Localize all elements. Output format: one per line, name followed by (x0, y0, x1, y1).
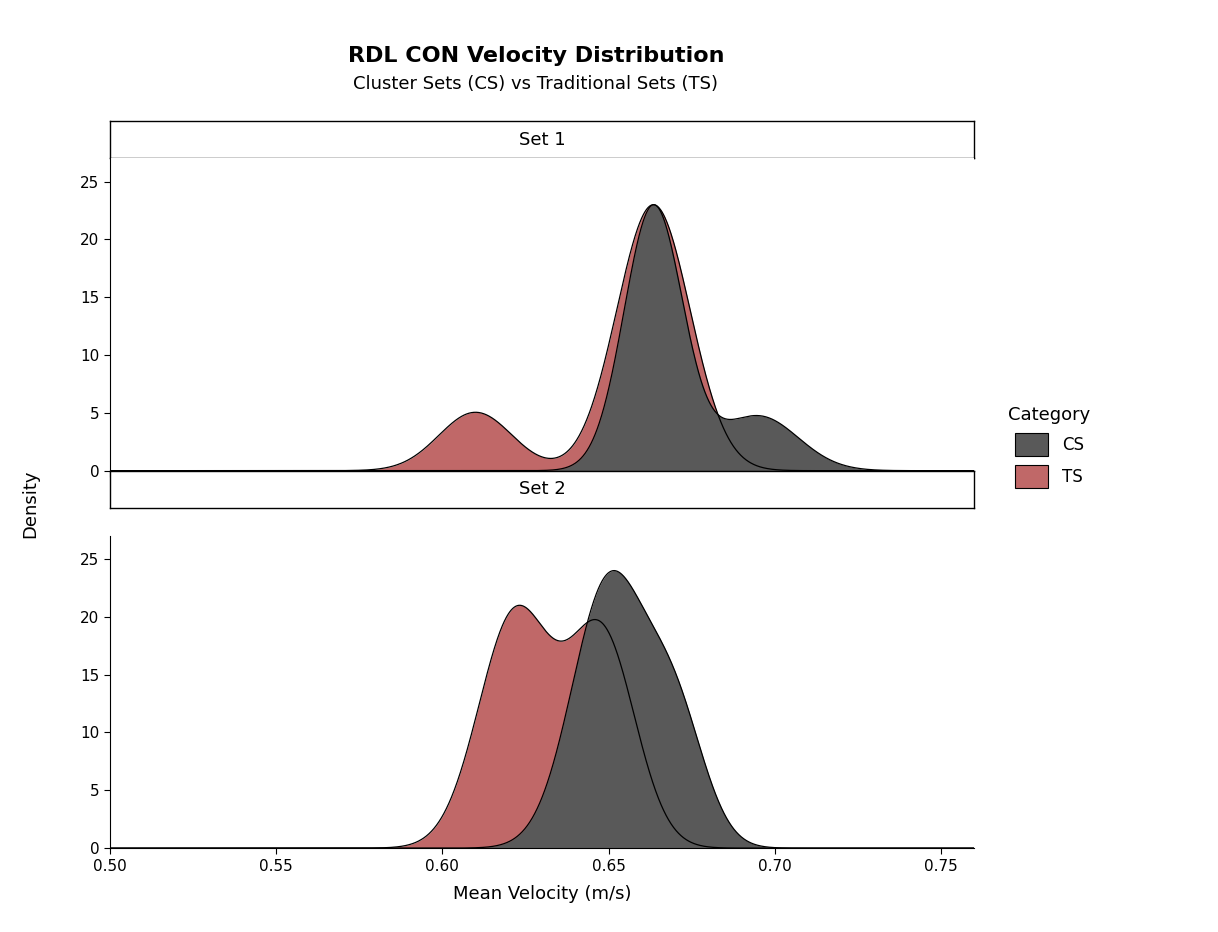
Text: RDL CON Velocity Distribution: RDL CON Velocity Distribution (347, 46, 725, 66)
Text: Set 1: Set 1 (519, 130, 565, 149)
X-axis label: Mean Velocity (m/s): Mean Velocity (m/s) (453, 884, 631, 903)
Text: Density: Density (22, 469, 39, 538)
Legend: CS, TS: CS, TS (995, 393, 1104, 501)
Text: Set 2: Set 2 (519, 480, 565, 499)
Text: Cluster Sets (CS) vs Traditional Sets (TS): Cluster Sets (CS) vs Traditional Sets (T… (353, 75, 719, 93)
